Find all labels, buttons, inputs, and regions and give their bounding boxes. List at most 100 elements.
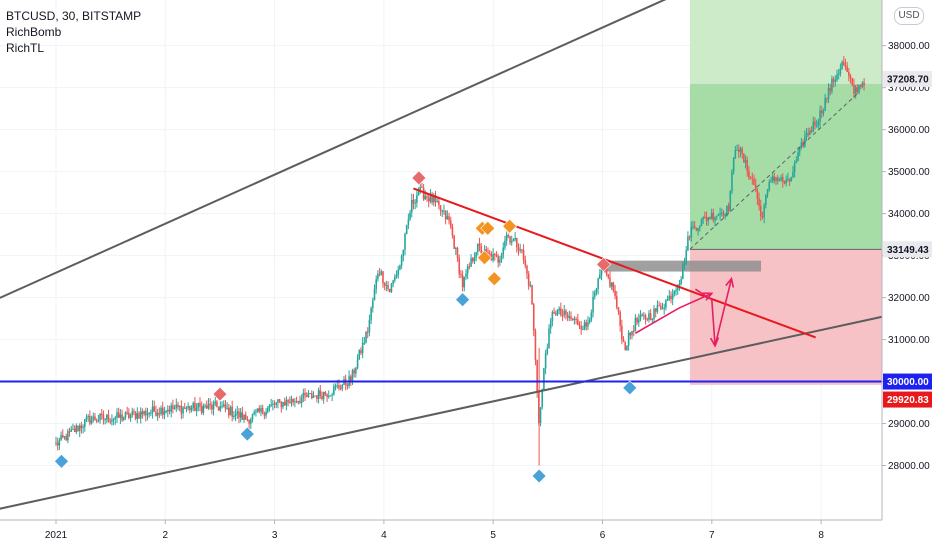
candle <box>448 216 450 221</box>
price-label-box[interactable] <box>883 241 932 258</box>
price-label-box[interactable] <box>883 373 932 390</box>
indicator-richtl[interactable]: RichTL <box>6 41 45 55</box>
symbol-title[interactable]: BTCUSD, 30, BITSTAMP <box>6 9 142 23</box>
candle <box>688 236 691 238</box>
candle <box>566 314 569 318</box>
candle <box>744 159 747 163</box>
profit-zone[interactable] <box>689 83 898 250</box>
candle <box>104 419 106 421</box>
candle <box>409 212 411 220</box>
candle <box>766 189 769 195</box>
candle <box>500 254 503 260</box>
stop-loss-zone[interactable] <box>689 249 898 385</box>
candle <box>527 273 530 286</box>
signal-diamond-marker[interactable] <box>411 170 427 186</box>
signal-diamond-marker[interactable] <box>480 220 496 236</box>
candle <box>741 148 743 154</box>
candle <box>358 350 361 360</box>
candle <box>599 274 601 279</box>
candle <box>211 405 213 410</box>
projection-arrow-up[interactable] <box>634 292 713 334</box>
signal-diamond-marker[interactable] <box>212 386 228 402</box>
signal-diamond-marker[interactable] <box>486 271 502 287</box>
candle <box>331 394 333 396</box>
candle <box>521 249 523 251</box>
candle <box>275 402 278 405</box>
chart-legend: BTCUSD, 30, BITSTAMP RichBomb RichTL <box>6 8 141 56</box>
candle <box>397 269 400 276</box>
indicator-richbomb[interactable]: RichBomb <box>6 25 62 39</box>
signal-diamond-marker[interactable] <box>54 453 69 469</box>
projection-arrow-zigzag[interactable] <box>694 278 733 347</box>
candle <box>148 413 150 415</box>
candle <box>128 412 130 418</box>
candle <box>580 326 582 330</box>
candle <box>785 179 787 184</box>
y-tick-label: 32000.00 <box>888 293 930 304</box>
candle <box>751 178 754 180</box>
candle <box>107 414 110 422</box>
channel-lower-line[interactable] <box>0 304 932 510</box>
time-axis[interactable] <box>0 520 932 550</box>
candle <box>400 255 403 266</box>
candle <box>804 136 806 147</box>
candle <box>753 179 755 185</box>
candle <box>781 177 784 182</box>
candle <box>595 288 598 293</box>
candle <box>238 411 240 418</box>
candle <box>216 401 218 407</box>
candle <box>312 395 315 399</box>
candle <box>509 236 511 243</box>
signal-diamond-marker[interactable] <box>239 426 255 442</box>
candle <box>754 184 757 190</box>
price-label-box[interactable] <box>883 70 932 87</box>
currency-button[interactable]: USD <box>894 7 924 25</box>
candle <box>632 330 635 332</box>
price-label-box[interactable] <box>883 391 932 408</box>
price-label: 29920.83 <box>887 395 929 406</box>
signal-diamond-marker[interactable] <box>455 292 471 308</box>
candle <box>805 133 808 137</box>
candle <box>534 330 537 360</box>
resistance-zone-box[interactable] <box>602 260 761 272</box>
candle <box>295 401 298 403</box>
candle <box>226 407 228 409</box>
candle <box>649 313 652 320</box>
signal-diamond-marker[interactable] <box>477 250 492 266</box>
candle <box>815 125 818 127</box>
candle <box>582 329 584 331</box>
signal-diamond-marker[interactable] <box>502 218 518 234</box>
candle <box>229 406 232 416</box>
y-tick-label: 37000.00 <box>888 83 930 94</box>
resistance-trendline[interactable] <box>413 187 816 339</box>
candle <box>468 266 471 268</box>
candle <box>546 348 549 354</box>
candle <box>67 431 69 441</box>
signal-diamond-marker[interactable] <box>622 380 638 396</box>
channel-upper-line[interactable] <box>0 0 745 300</box>
dashed-trend-line[interactable] <box>689 91 860 250</box>
candle <box>155 411 157 416</box>
candle <box>72 428 74 430</box>
candle <box>217 406 220 411</box>
signal-diamond-marker[interactable] <box>531 468 547 484</box>
candle <box>368 319 371 333</box>
candle <box>90 419 93 424</box>
candle <box>436 200 438 202</box>
candle <box>712 212 715 221</box>
candle <box>529 285 532 287</box>
signal-diamond-marker[interactable] <box>596 256 612 272</box>
candle <box>305 395 308 398</box>
price-axis[interactable] <box>882 0 932 550</box>
candle <box>202 405 205 413</box>
candle <box>114 417 117 420</box>
candle <box>619 311 621 326</box>
candle <box>89 416 91 424</box>
candle <box>607 274 610 278</box>
candle <box>571 318 574 321</box>
candle <box>861 82 864 87</box>
candle <box>461 275 464 288</box>
candle <box>422 187 425 200</box>
target-extension-zone[interactable] <box>689 0 898 84</box>
